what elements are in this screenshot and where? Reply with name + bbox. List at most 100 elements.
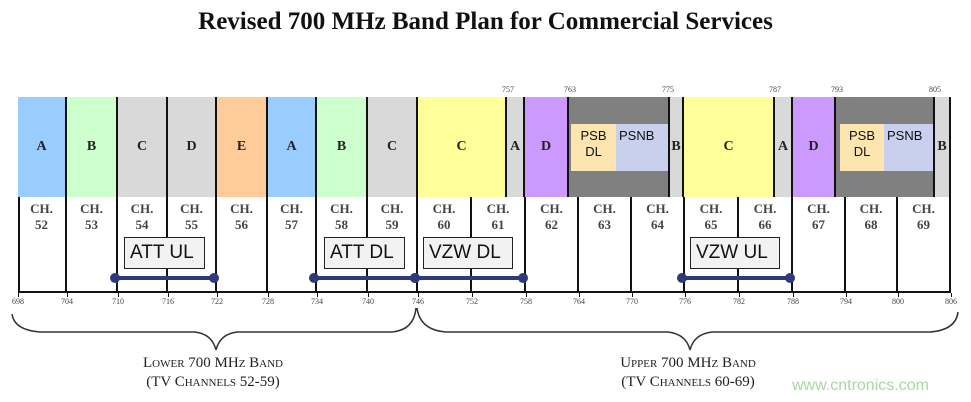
channel-cell: CH. 53 (67, 197, 118, 293)
freq-tick (168, 293, 169, 297)
channel-cell: CH. 67 (793, 197, 846, 293)
freq-label: 734 (311, 297, 323, 306)
allocation-endpoint (309, 273, 319, 283)
psb-dl-block: PSB DL (840, 124, 884, 171)
freq-tick (579, 293, 580, 297)
lower-band-label: Lower 700 MHz Band (TV Channels 52-59) (113, 354, 313, 392)
channel-cell: CH. 52 (18, 197, 67, 293)
channel-cell: CH. 61 (472, 197, 526, 293)
freq-label: 776 (679, 297, 691, 306)
freq-tick (685, 293, 686, 297)
allocation-line (115, 276, 214, 280)
freq-tick (846, 293, 847, 297)
upper-band-name: Upper 700 MHz Band (620, 355, 756, 371)
freq-tick (526, 293, 527, 297)
allocation-endpoint (518, 273, 528, 283)
freq-label: 740 (362, 297, 374, 306)
top-freq-label: 775 (662, 85, 674, 94)
channel-cell: CH. 62 (526, 197, 579, 293)
freq-tick (951, 293, 952, 297)
freq-tick (368, 293, 369, 297)
freq-tick (632, 293, 633, 297)
freq-label: 752 (466, 297, 478, 306)
freq-label: 788 (787, 297, 799, 306)
channel-cell: CH. 59 (368, 197, 418, 293)
allocation-endpoint (410, 273, 420, 283)
allocation-label-vzw-dl: VZW DL (423, 237, 513, 269)
freq-tick (268, 293, 269, 297)
spectrum-block-c: C (684, 97, 775, 197)
freq-label: 716 (162, 297, 174, 306)
channel-cell: CH. 64 (632, 197, 685, 293)
freq-tick (418, 293, 419, 297)
spectrum-block-a: A (18, 97, 67, 197)
freq-tick (118, 293, 119, 297)
psb-dl-block: PSB DL (571, 124, 616, 171)
allocation-endpoint (110, 273, 120, 283)
diagram-title: Revised 700 MHz Band Plan for Commercial… (198, 8, 773, 35)
spectrum-block-d: D (793, 97, 836, 197)
freq-label: 770 (626, 297, 638, 306)
freq-label: 746 (412, 297, 424, 306)
spectrum-block-a: A (507, 97, 525, 197)
channel-cell: CH. 55 (168, 197, 217, 293)
freq-tick (898, 293, 899, 297)
spectrum-block-c: C (368, 97, 418, 197)
freq-tick (472, 293, 473, 297)
freq-label: 722 (211, 297, 223, 306)
freq-tick (739, 293, 740, 297)
spectrum-block-d: D (168, 97, 217, 197)
freq-label: 782 (733, 297, 745, 306)
freq-label: 698 (12, 297, 24, 306)
freq-tick (67, 293, 68, 297)
lower-band-channels: (TV Channels 52-59) (146, 374, 280, 390)
top-freq-label: 787 (769, 85, 781, 94)
lower-band-name: Lower 700 MHz Band (142, 355, 284, 371)
spectrum-block-e: E (217, 97, 268, 197)
freq-label: 764 (573, 297, 585, 306)
psnb-block: PSNB (616, 124, 668, 171)
freq-tick (217, 293, 218, 297)
freq-label: 728 (262, 297, 274, 306)
allocation-label-att-ul: ATT UL (124, 237, 205, 269)
top-freq-label: 805 (929, 85, 941, 94)
spectrum-block-b: B (67, 97, 118, 197)
allocation-endpoint (677, 273, 687, 283)
channel-cell: CH. 63 (579, 197, 632, 293)
freq-tick (18, 293, 19, 297)
spectrum-block-b: B (317, 97, 368, 197)
channel-cell: CH. 68 (846, 197, 898, 293)
allocation-endpoint (209, 273, 219, 283)
channel-cell: CH. 57 (268, 197, 317, 293)
psnb-block: PSNB (884, 124, 933, 171)
allocation-line (415, 276, 523, 280)
freq-tick (317, 293, 318, 297)
spectrum-block-a: A (775, 97, 793, 197)
spectrum-block-d: D (525, 97, 569, 197)
top-freq-label: 763 (564, 85, 576, 94)
spectrum-block-c: C (418, 97, 507, 197)
freq-label: 800 (892, 297, 904, 306)
allocation-label-att-dl: ATT DL (324, 237, 405, 269)
upper-band-channels: (TV Channels 60-69) (621, 374, 755, 390)
freq-tick (793, 293, 794, 297)
allocation-endpoint (785, 273, 795, 283)
allocation-label-vzw-ul: VZW UL (690, 237, 780, 269)
spectrum-block-a: A (268, 97, 317, 197)
top-freq-label: 757 (502, 85, 514, 94)
channel-cell: CH. 56 (217, 197, 268, 293)
freq-label: 806 (945, 297, 957, 306)
allocation-line (314, 276, 415, 280)
spectrum-block-c: C (118, 97, 168, 197)
upper-band-brace (416, 307, 959, 351)
upper-band-label: Upper 700 MHz Band (TV Channels 60-69) (590, 354, 786, 392)
freq-label: 704 (61, 297, 73, 306)
top-freq-label: 793 (831, 85, 843, 94)
channel-cell: CH. 66 (739, 197, 793, 293)
freq-label: 794 (840, 297, 852, 306)
freq-label: 758 (520, 297, 532, 306)
spectrum-block-b: B (935, 97, 951, 197)
spectrum-block-b: B (670, 97, 684, 197)
